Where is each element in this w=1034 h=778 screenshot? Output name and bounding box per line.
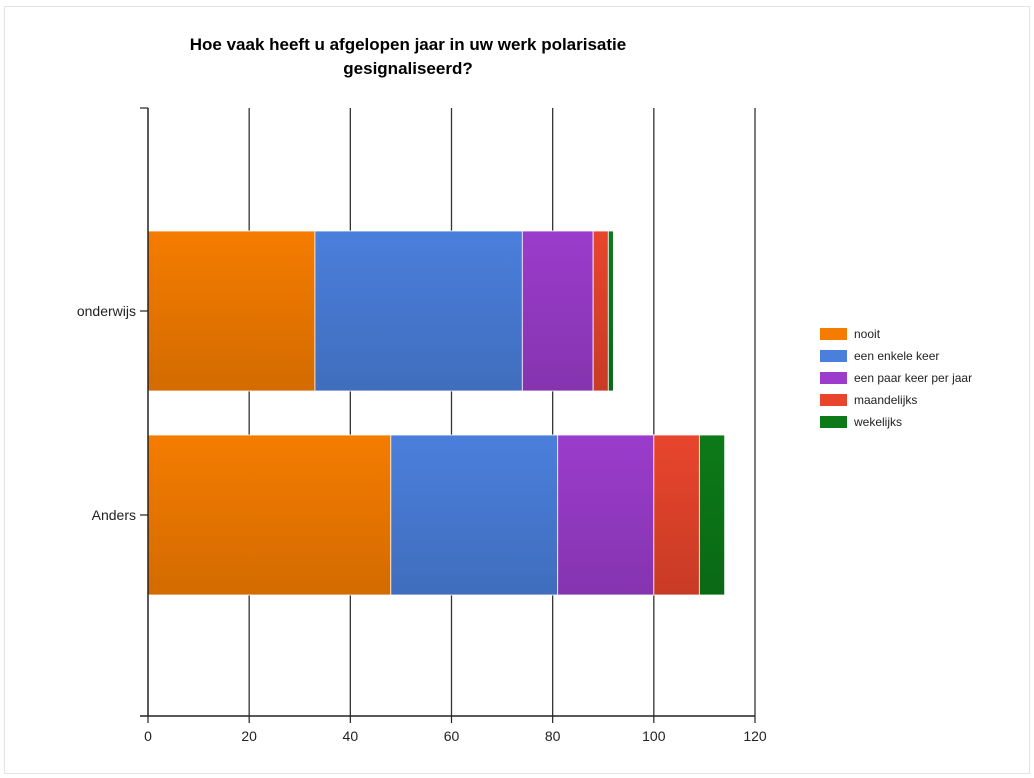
gridlines [248, 108, 756, 716]
x-axis-ticks: 0 20 40 60 80 100 120 [144, 716, 767, 744]
bar-segment[interactable] [521, 230, 594, 392]
bar-segment[interactable] [557, 434, 655, 596]
x-tick-label: 20 [241, 728, 257, 744]
bar-segment[interactable] [607, 230, 614, 392]
legend-item-label[interactable]: een enkele keer [854, 349, 939, 363]
x-tick-label: 0 [144, 728, 152, 744]
legend-item-label[interactable]: een paar keer per jaar [854, 371, 972, 385]
x-tick-label: 60 [444, 728, 460, 744]
x-tick-label: 80 [545, 728, 561, 744]
bar-segment[interactable] [592, 230, 609, 392]
bars [147, 230, 726, 596]
bar-segment[interactable] [314, 230, 523, 392]
y-axis-categories: onderwijs Anders [77, 303, 148, 523]
axes [140, 107, 755, 717]
legend[interactable]: nooit een enkele keer een paar keer per ja… [820, 327, 972, 429]
chart-title-line-1: Hoe vaak heeft u afgelopen jaar in uw we… [190, 35, 626, 54]
legend-swatch [820, 328, 847, 340]
legend-swatch [820, 394, 847, 406]
legend-item-label[interactable]: wekelijks [853, 415, 902, 429]
legend-swatch [820, 416, 847, 428]
x-tick-label: 100 [642, 728, 666, 744]
legend-item-label[interactable]: nooit [854, 327, 881, 341]
category-label: Anders [92, 507, 136, 523]
legend-swatch [820, 372, 847, 384]
x-tick-label: 120 [743, 728, 767, 744]
legend-swatch [820, 350, 847, 362]
legend-item-label[interactable]: maandelijks [854, 393, 917, 407]
bar-segment[interactable] [698, 434, 726, 596]
x-tick-label: 40 [343, 728, 359, 744]
category-label: onderwijs [77, 303, 136, 319]
bar-segment[interactable] [147, 434, 392, 596]
chart-title: Hoe vaak heeft u afgelopen jaar in uw we… [190, 35, 626, 78]
bar-segment[interactable] [653, 434, 700, 596]
bar-segment[interactable] [147, 230, 316, 392]
bar-segment[interactable] [390, 434, 559, 596]
chart-title-line-2: gesignaliseerd? [343, 59, 472, 78]
